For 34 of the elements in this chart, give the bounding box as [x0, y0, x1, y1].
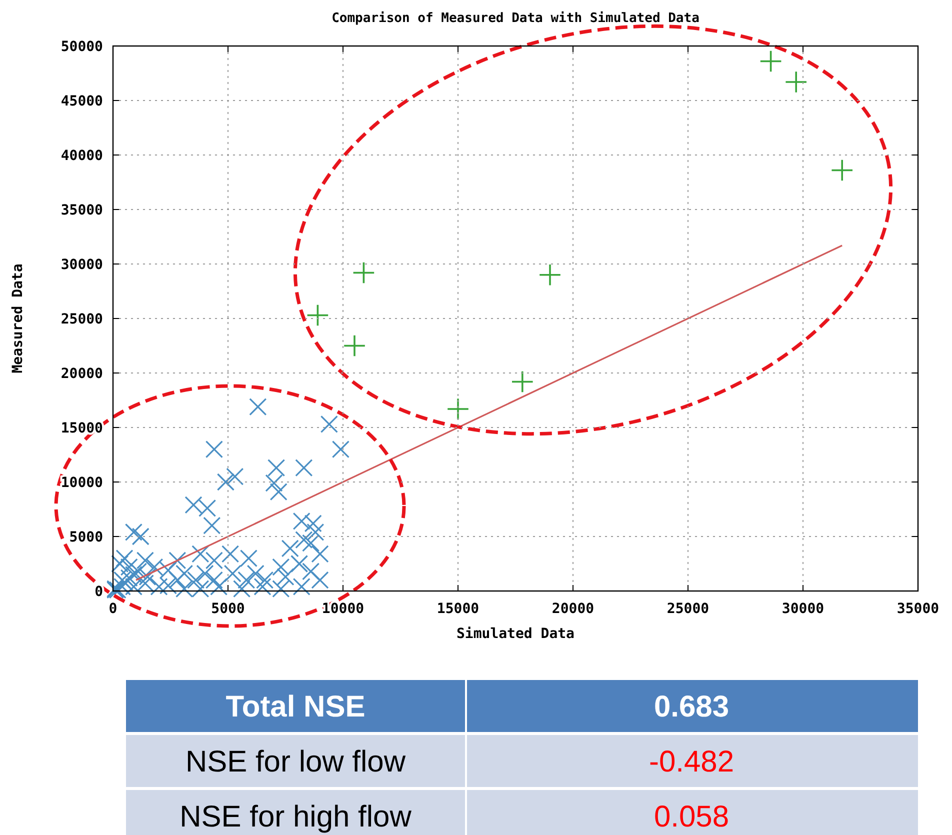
x-tick-label: 5000: [211, 601, 245, 617]
point: [512, 371, 533, 392]
y-tick-label: 45000: [60, 93, 103, 110]
text: -0.482: [648, 746, 734, 778]
y-tick-label: 25000: [60, 311, 103, 328]
y-axis-title: Measured Data: [10, 264, 26, 374]
text: 0.683: [654, 690, 730, 724]
point: [786, 72, 806, 92]
y-tick-label: 15000: [60, 420, 103, 436]
y-tick-label: 5000: [69, 529, 103, 546]
text: NSE for high flow: [180, 800, 412, 834]
x-axis-title: Simulated Data: [456, 626, 575, 642]
text: 0.058: [654, 800, 730, 834]
y-tick-label: 50000: [60, 38, 103, 55]
point: [832, 160, 852, 181]
y-tick-label: 40000: [60, 148, 103, 164]
text: Total NSE: [226, 690, 366, 724]
y-tick-label: 0: [94, 584, 103, 600]
x-tick-label: 25000: [666, 601, 710, 617]
x-tick-label: 20000: [552, 601, 594, 617]
point: [344, 335, 365, 356]
y-tick-label: 10000: [60, 474, 103, 491]
x-tick-label: 10000: [322, 601, 364, 617]
x-tick-label: 15000: [436, 601, 480, 617]
point: [540, 264, 560, 286]
x-tick-label: 30000: [782, 601, 824, 617]
point: [448, 398, 468, 420]
y-tick-label: 30000: [60, 256, 103, 273]
x-tick-label: 0: [108, 601, 118, 617]
y-tick-label: 20000: [60, 366, 103, 382]
x-tick-label: 35000: [896, 601, 940, 617]
text: NSE for low flow: [185, 746, 406, 778]
y-tick-label: 35000: [60, 202, 103, 218]
chart-title: Comparison of Measured Data with Simulated Data: [332, 11, 700, 26]
